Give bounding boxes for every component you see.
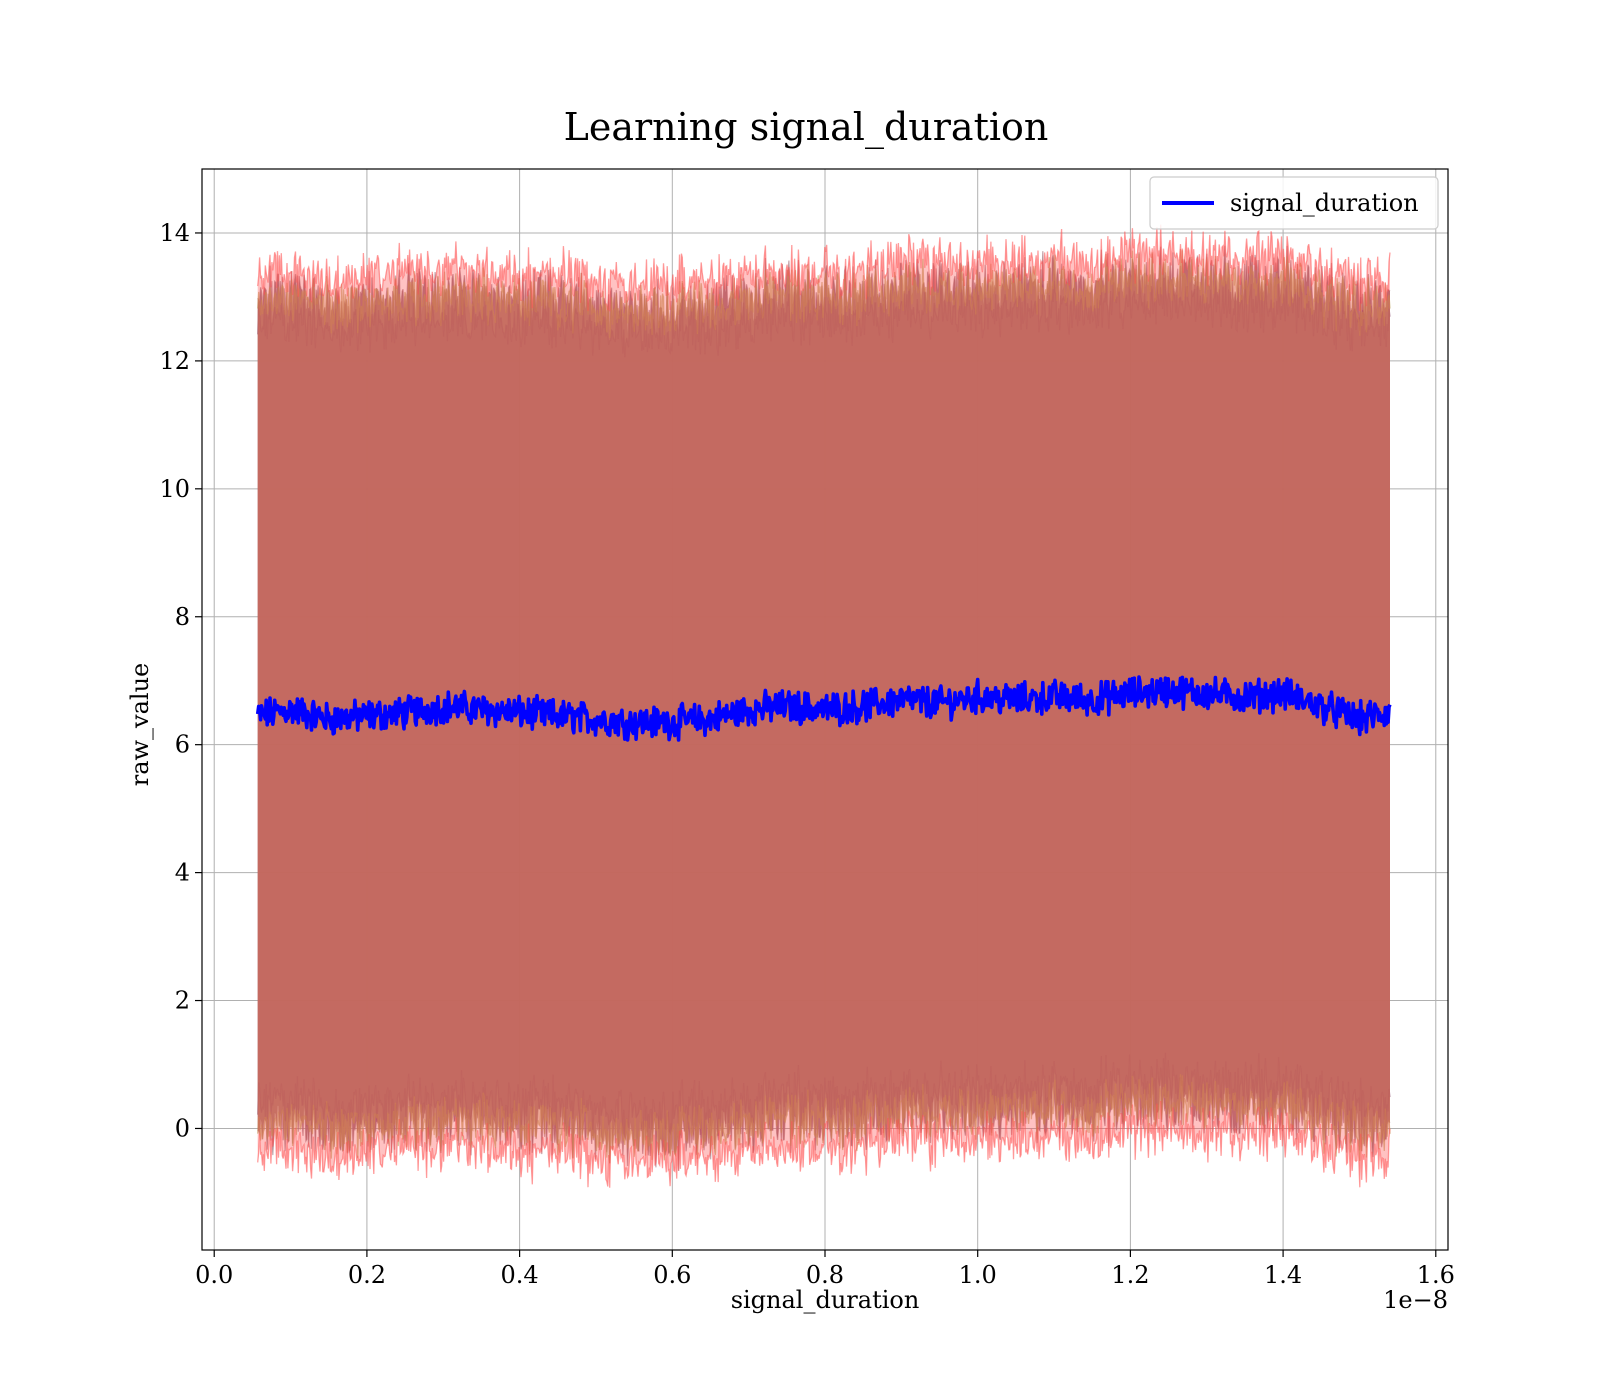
x-axis-ticks: 0.0 0.2 0.4 0.6 0.8 1.0 1.2 1.4 1.6 <box>195 1250 1455 1289</box>
x-tick-label: 1.4 <box>1264 1261 1302 1289</box>
x-tick-label: 0.8 <box>806 1261 844 1289</box>
x-tick-label: 0.2 <box>348 1261 386 1289</box>
y-tick-label: 4 <box>175 859 190 887</box>
y-tick-label: 12 <box>159 347 190 375</box>
confidence-band-upper-edge <box>257 248 1391 338</box>
legend-box <box>1149 176 1439 230</box>
x-axis-label: signal_duration <box>731 1286 920 1314</box>
x-tick-label: 0.0 <box>195 1261 233 1289</box>
y-tick-label: 6 <box>175 731 190 759</box>
series-layer <box>255 675 1392 742</box>
y-tick-label: 0 <box>175 1114 190 1142</box>
legend-entry-label: signal_duration <box>1230 189 1419 217</box>
y-tick-label: 2 <box>175 987 190 1015</box>
x-tick-label: 1.0 <box>959 1261 997 1289</box>
y-axis-ticks: 0 2 4 6 8 10 12 14 <box>159 219 202 1142</box>
y-axis-label: raw_value <box>126 663 154 787</box>
x-axis-offset-label: 1e−8 <box>1383 1286 1448 1314</box>
chart-title: Learning signal_duration <box>564 105 1049 150</box>
confidence-band-upper-edge <box>257 272 1391 358</box>
y-tick-label: 14 <box>159 219 190 247</box>
y-tick-label: 10 <box>159 475 190 503</box>
y-tick-label: 8 <box>175 603 190 631</box>
series-line-signal-duration <box>255 675 1392 742</box>
x-tick-label: 1.6 <box>1417 1261 1455 1289</box>
x-tick-label: 0.4 <box>501 1261 539 1289</box>
plot-area <box>201 168 1449 1251</box>
x-tick-label: 1.2 <box>1111 1261 1149 1289</box>
confidence-band-upper-edge <box>257 224 1391 312</box>
legend: signal_duration <box>1149 176 1439 230</box>
x-tick-label: 0.6 <box>653 1261 691 1289</box>
confidence-band-lower-edge <box>257 1100 1391 1188</box>
